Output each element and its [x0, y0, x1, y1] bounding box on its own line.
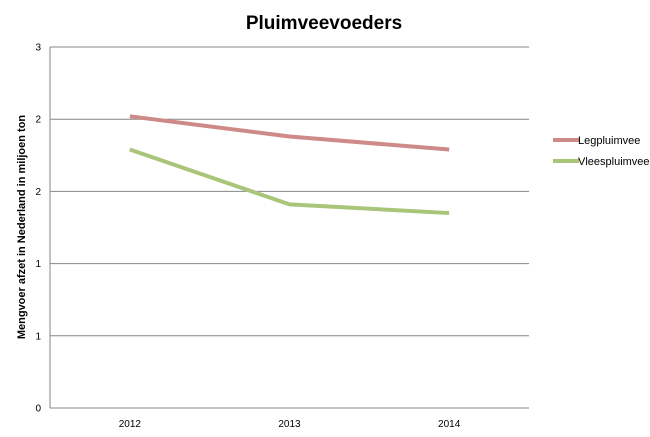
y-tick-label: 2 [35, 115, 41, 126]
y-axis-label: Mengvoer afzet in Nederland in miljoen t… [16, 115, 28, 340]
legend: Legpluimvee Vleespluimvee [553, 135, 650, 168]
series-lines [129, 114, 450, 216]
x-tick-label: 2013 [278, 419, 301, 430]
series-line-legpluimvee [129, 114, 450, 152]
series-line-vleespluimvee [129, 147, 450, 216]
gridlines [50, 46, 529, 337]
y-tick-labels: 0 1 1 2 2 3 [35, 43, 41, 415]
y-tick-label: 1 [35, 259, 41, 270]
chart-title: Pluimveevoeders [246, 13, 402, 34]
y-tick-label: 0 [35, 404, 41, 415]
legend-label: Vleespluimvee [578, 156, 650, 168]
y-tick-label: 2 [35, 187, 41, 198]
y-tick-label: 1 [35, 331, 41, 342]
x-tick-label: 2014 [438, 419, 461, 430]
y-tick-label: 3 [35, 43, 41, 54]
x-tick-label: 2012 [119, 419, 142, 430]
legend-label: Legpluimvee [578, 135, 640, 147]
x-tick-labels: 2012 2013 2014 [119, 419, 461, 430]
